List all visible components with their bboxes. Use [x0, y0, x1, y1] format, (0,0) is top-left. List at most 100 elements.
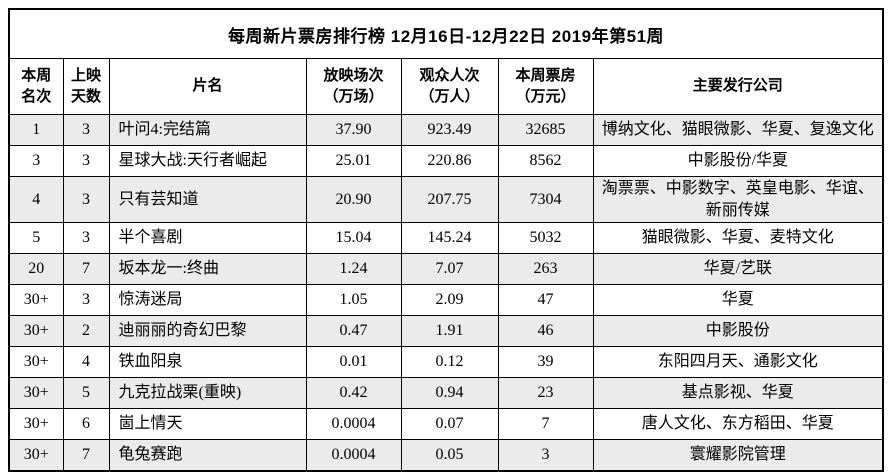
admissions-cell: 7.07 [400, 253, 499, 286]
admissions-cell: 1.91 [400, 315, 499, 348]
rank-cell: 3 [8, 145, 64, 177]
distributor-cell: 中影股份 [592, 315, 884, 348]
rank-cell: 30+ [8, 315, 64, 348]
distributor-cell: 东阳四月天、通影文化 [592, 346, 884, 379]
table-title: 每周新片票房排行榜 12月16日-12月22日 2019年第51周 [8, 8, 884, 59]
screenings-cell: 25.01 [305, 145, 402, 177]
rank-cell: 30+ [8, 377, 64, 410]
column-header-admissions: 观众人次 （万人） [400, 58, 499, 115]
days-cell: 7 [62, 253, 110, 286]
box-office-cell: 3 [497, 439, 594, 472]
days-cell: 3 [62, 114, 110, 146]
table-row: 1 3 叶问4:完结篇 37.90 923.49 32685 博纳文化、猫眼微影、华夏、复逸… [8, 114, 884, 146]
rank-cell: 1 [8, 114, 64, 146]
title-cell: 只有芸知道 [108, 175, 307, 224]
box-office-cell: 7 [497, 408, 594, 441]
days-cell: 7 [62, 439, 110, 472]
days-cell: 3 [62, 284, 110, 317]
distributor-cell: 博纳文化、猫眼微影、华夏、复逸文化 [592, 114, 884, 146]
box-office-cell: 7304 [497, 175, 594, 224]
table-row: 30+ 6 崮上情天 0.0004 0.07 7 唐人文化、东方稻田、华夏 [8, 408, 884, 441]
screenings-cell: 0.0004 [305, 439, 402, 472]
column-header-distributor: 主要发行公司 [592, 58, 884, 115]
column-header-rank: 本周 名次 [8, 58, 64, 115]
table-title-row: 每周新片票房排行榜 12月16日-12月22日 2019年第51周 [8, 8, 884, 59]
rank-cell: 30+ [8, 439, 64, 472]
screenings-cell: 20.90 [305, 175, 402, 224]
screenings-cell: 37.90 [305, 114, 402, 146]
screenings-cell: 1.24 [305, 253, 402, 286]
title-cell: 坂本龙一:终曲 [108, 253, 307, 286]
table-row: 30+ 2 迪丽丽的奇幻巴黎 0.47 1.91 46 中影股份 [8, 315, 884, 348]
days-cell: 6 [62, 408, 110, 441]
screenings-cell: 15.04 [305, 222, 402, 255]
column-header-title: 片名 [108, 58, 307, 115]
title-cell: 迪丽丽的奇幻巴黎 [108, 315, 307, 348]
screenings-cell: 1.05 [305, 284, 402, 317]
box-office-cell: 263 [497, 253, 594, 286]
title-cell: 铁血阳泉 [108, 346, 307, 379]
admissions-cell: 2.09 [400, 284, 499, 317]
screenings-cell: 0.0004 [305, 408, 402, 441]
column-header-days: 上映 天数 [62, 58, 110, 115]
days-cell: 2 [62, 315, 110, 348]
rank-cell: 20 [8, 253, 64, 286]
box-office-cell: 8562 [497, 145, 594, 177]
box-office-cell: 39 [497, 346, 594, 379]
admissions-cell: 0.05 [400, 439, 499, 472]
admissions-cell: 0.94 [400, 377, 499, 410]
table-row: 20 7 坂本龙一:终曲 1.24 7.07 263 华夏/艺联 [8, 253, 884, 286]
box-office-cell: 23 [497, 377, 594, 410]
distributor-cell: 华夏 [592, 284, 884, 317]
days-cell: 3 [62, 175, 110, 224]
title-cell: 崮上情天 [108, 408, 307, 441]
table-row: 3 3 星球大战:天行者崛起 25.01 220.86 8562 中影股份/华夏 [8, 145, 884, 177]
rank-cell: 5 [8, 222, 64, 255]
weekly-box-office-table: 每周新片票房排行榜 12月16日-12月22日 2019年第51周 本周 名次上… [8, 8, 885, 472]
box-office-cell: 5032 [497, 222, 594, 255]
admissions-cell: 923.49 [400, 114, 499, 146]
distributor-cell: 华夏/艺联 [592, 253, 884, 286]
table-body: 1 3 叶问4:完结篇 37.90 923.49 32685 博纳文化、猫眼微影、华夏、复逸… [8, 114, 884, 472]
title-cell: 星球大战:天行者崛起 [108, 145, 307, 177]
table-row: 30+ 3 惊涛迷局 1.05 2.09 47 华夏 [8, 284, 884, 317]
distributor-cell: 寰耀影院管理 [592, 439, 884, 472]
rank-cell: 30+ [8, 346, 64, 379]
admissions-cell: 220.86 [400, 145, 499, 177]
distributor-cell: 淘票票、中影数字、英皇电影、华谊、新丽传媒 [592, 175, 884, 224]
screenings-cell: 0.47 [305, 315, 402, 348]
days-cell: 4 [62, 346, 110, 379]
box-office-cell: 47 [497, 284, 594, 317]
table-row: 30+ 4 铁血阳泉 0.01 0.12 39 东阳四月天、通影文化 [8, 346, 884, 379]
admissions-cell: 0.12 [400, 346, 499, 379]
distributor-cell: 猫眼微影、华夏、麦特文化 [592, 222, 884, 255]
table-row: 30+ 5 九克拉战栗(重映) 0.42 0.94 23 基点影视、华夏 [8, 377, 884, 410]
title-cell: 半个喜剧 [108, 222, 307, 255]
rank-cell: 30+ [8, 284, 64, 317]
title-cell: 叶问4:完结篇 [108, 114, 307, 146]
admissions-cell: 207.75 [400, 175, 499, 224]
admissions-cell: 145.24 [400, 222, 499, 255]
column-header-screenings: 放映场次 （万场） [305, 58, 402, 115]
screenings-cell: 0.01 [305, 346, 402, 379]
box-office-cell: 32685 [497, 114, 594, 146]
days-cell: 3 [62, 145, 110, 177]
days-cell: 5 [62, 377, 110, 410]
table-header-row: 本周 名次 上映 天数 片名 放映场次 （万场） 观众人次 （万人） 本周票房 （万元）主… [8, 58, 884, 115]
table-row: 4 3 只有芸知道 20.90 207.75 7304 淘票票、中影数字、英皇电影、华谊、新… [8, 175, 884, 224]
rank-cell: 30+ [8, 408, 64, 441]
rank-cell: 4 [8, 175, 64, 224]
title-cell: 惊涛迷局 [108, 284, 307, 317]
screenings-cell: 0.42 [305, 377, 402, 410]
days-cell: 3 [62, 222, 110, 255]
title-cell: 九克拉战栗(重映) [108, 377, 307, 410]
table-row: 5 3 半个喜剧 15.04 145.24 5032 猫眼微影、华夏、麦特文化 [8, 222, 884, 255]
distributor-cell: 中影股份/华夏 [592, 145, 884, 177]
distributor-cell: 基点影视、华夏 [592, 377, 884, 410]
table-row: 30+ 7 龟兔赛跑 0.0004 0.05 3 寰耀影院管理 [8, 439, 884, 472]
title-cell: 龟兔赛跑 [108, 439, 307, 472]
distributor-cell: 唐人文化、东方稻田、华夏 [592, 408, 884, 441]
admissions-cell: 0.07 [400, 408, 499, 441]
column-header-box-office: 本周票房 （万元） [497, 58, 594, 115]
box-office-cell: 46 [497, 315, 594, 348]
